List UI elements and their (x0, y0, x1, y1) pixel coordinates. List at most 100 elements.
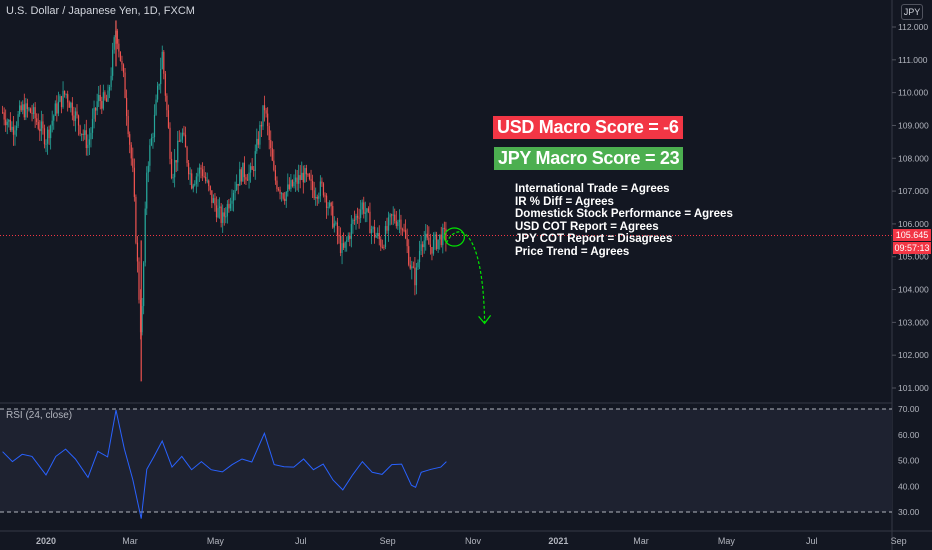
factor-international-trade: International Trade = Agrees (515, 183, 670, 195)
candle-body (271, 148, 273, 161)
candle-body (312, 180, 314, 191)
candle-body (429, 244, 431, 248)
candle-body (237, 184, 239, 186)
candle-body (380, 239, 382, 247)
candle-body (417, 262, 419, 268)
candle-body (144, 208, 146, 263)
candle-body (20, 105, 22, 111)
rsi-indicator-title[interactable]: RSI (24, close) (6, 410, 73, 421)
rsi-tick-label: 60.00 (898, 430, 920, 440)
candle-body (23, 104, 25, 118)
candle-body (370, 229, 373, 234)
candle-body (220, 206, 222, 223)
candle-body (28, 108, 30, 110)
candle-body (195, 176, 197, 184)
candle-body (262, 105, 264, 127)
candle-body (77, 115, 80, 126)
candle-body (369, 211, 371, 234)
candle-body (150, 138, 152, 146)
candle-body (206, 180, 208, 182)
time-tick-label: Jul (295, 536, 307, 546)
candle-body (51, 120, 53, 126)
candle-body (172, 177, 174, 179)
candle-body (161, 51, 163, 69)
candle-body (130, 144, 132, 159)
candle-body (440, 234, 442, 246)
candle-body (139, 299, 142, 333)
price-tick-label: 111.000 (898, 55, 928, 65)
candle-body (290, 180, 292, 189)
projection-circle (443, 227, 465, 247)
candle-body (208, 180, 210, 187)
candle-body (81, 133, 83, 135)
candle-body (105, 98, 108, 102)
candle-body (398, 219, 400, 223)
candle-body (439, 234, 441, 240)
candle-body (276, 180, 278, 189)
candle-body (99, 94, 101, 102)
candle-body (329, 202, 331, 207)
candle-body (54, 103, 56, 116)
candle-body (236, 184, 238, 190)
candle-body (282, 193, 284, 199)
candle-body (5, 119, 7, 126)
candle-body (347, 235, 349, 241)
candle-body (256, 138, 258, 152)
candle-body (245, 177, 247, 180)
candle-body (170, 158, 173, 179)
candle-body (9, 119, 11, 131)
candle-body (25, 103, 27, 118)
candle-body (194, 183, 196, 186)
candle-body (325, 195, 328, 208)
candle-body (333, 223, 335, 228)
candle-body (76, 111, 78, 116)
time-tick-label: Mar (122, 536, 138, 546)
candle-body (274, 170, 276, 181)
candle-body (178, 140, 180, 142)
usd-macro-score-box: USD Macro Score = -6 (493, 116, 683, 139)
candle-body (327, 206, 329, 208)
time-tick-label: Nov (465, 536, 482, 546)
factor-jpy-cot: JPY COT Report = Disagrees (515, 233, 673, 246)
candle-body (349, 235, 351, 239)
candle-body (87, 144, 89, 149)
candle-body (268, 126, 270, 141)
candle-body (259, 125, 261, 145)
currency-badge[interactable]: JPY (901, 4, 923, 20)
time-tick-label: 2021 (548, 536, 568, 546)
candle-body (19, 105, 21, 115)
candle-body (301, 172, 303, 180)
candle-body (287, 184, 289, 192)
candle-body (363, 202, 365, 214)
candle-body (70, 102, 72, 108)
candle-body (12, 126, 15, 135)
time-tick-label: May (207, 536, 225, 546)
candle-body (406, 238, 408, 247)
candle-body (184, 134, 187, 148)
projection-path (445, 231, 486, 323)
candle-body (191, 173, 193, 189)
candle-body (411, 266, 413, 269)
time-tick-label: 2020 (36, 536, 56, 546)
candle-body (127, 116, 129, 135)
candle-body (246, 179, 249, 181)
candle-body (318, 196, 320, 199)
candle-body (358, 217, 360, 219)
candle-body (299, 175, 301, 180)
candle-body (304, 168, 306, 183)
candle-body (40, 121, 42, 132)
candle-body (397, 222, 399, 227)
candle-body (254, 151, 256, 171)
candle-body (65, 94, 67, 96)
candle-body (336, 222, 338, 236)
price-tick-label: 101.000 (898, 383, 929, 393)
candle-body (232, 192, 235, 201)
candle-body (353, 219, 356, 221)
candle-body (121, 61, 123, 65)
candle-body (229, 203, 232, 209)
candle-body (45, 143, 47, 145)
candle-body (14, 130, 16, 135)
candle-body (307, 174, 309, 176)
candle-body (200, 167, 202, 170)
